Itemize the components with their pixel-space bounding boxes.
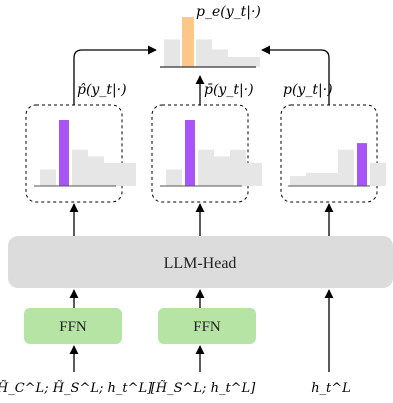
ffn-mid-block (158, 308, 256, 344)
right-histogram-bar-5 (370, 162, 386, 186)
right-histogram-bar-2 (322, 172, 338, 186)
input-left-label: [H̃_C^L; H̃_S^L; h_t^L] (0, 380, 153, 396)
left-to-ensemble-arrow (73, 45, 157, 105)
input-right-label: h_t^L (311, 381, 351, 396)
top-histogram-bar-4 (228, 57, 244, 67)
mid-histogram (160, 120, 262, 187)
ffn-mid-label: FFN (193, 319, 221, 335)
right-histogram (288, 143, 386, 187)
left-histogram-bar-2 (72, 149, 88, 186)
left-histogram-bar-4 (104, 162, 120, 186)
mid-histogram-bar-2 (198, 149, 214, 186)
llm-head-block (8, 236, 393, 288)
mid-histogram-bar-5 (246, 162, 262, 186)
left-histogram (34, 120, 136, 187)
top-histogram-bar-5 (244, 57, 260, 67)
mid-histogram-bar-1 (185, 120, 195, 186)
top-histogram-bar-0 (164, 39, 180, 67)
mid-histogram-bar-3 (214, 156, 230, 186)
ffn-left-label: FFN (59, 319, 87, 335)
ffn-left-block (24, 308, 122, 344)
left-branch-label: p̂(y_t|·) (77, 82, 127, 98)
mid-branch-label: p̄(y_t|·) (204, 82, 254, 98)
right-histogram-bar-4 (357, 143, 367, 186)
left-histogram-bar-1 (59, 120, 69, 186)
right-histogram-bar-0 (290, 176, 306, 186)
top-histogram-bar-2 (196, 39, 212, 67)
top-histogram-bar-1 (182, 17, 194, 67)
right-histogram-bar-3 (338, 149, 354, 186)
llm-head-label: LLM-Head (164, 255, 237, 272)
right-histogram-bar-1 (306, 172, 322, 186)
right-branch-label: p(y_t|·) (283, 82, 333, 98)
left-histogram-bar-3 (88, 156, 104, 186)
right-to-ensemble-arrow (261, 45, 330, 105)
left-histogram-bar-0 (40, 169, 56, 186)
input-mid-label: [H̃_S^L; h_t^L] (151, 380, 256, 396)
top-histogram-bar-3 (212, 49, 228, 67)
left-histogram-bar-5 (120, 162, 136, 186)
mid-histogram-bar-4 (230, 149, 246, 186)
ensemble-histogram (160, 17, 260, 68)
ensemble-distribution-label: p_e(y_t|·) (196, 4, 261, 20)
mid-histogram-bar-0 (166, 169, 182, 186)
